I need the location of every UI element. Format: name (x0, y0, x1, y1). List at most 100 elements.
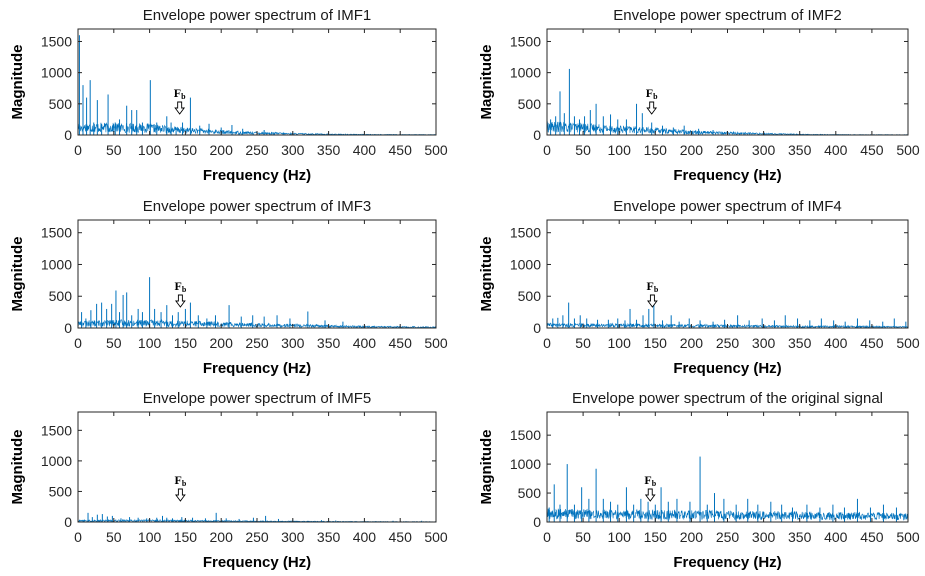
x-tick-label: 500 (424, 142, 448, 158)
x-tick-label: 0 (543, 335, 551, 351)
chart-title: Envelope power spectrum of IMF1 (143, 7, 371, 24)
y-tick-label: 0 (533, 320, 541, 336)
x-tick-label: 300 (281, 142, 305, 158)
panel-5: 0 50 100 150 200 250 300 350 400 450 500 0 500 1000 15… (9, 390, 448, 571)
y-tick-label: 500 (518, 96, 542, 112)
y-tick-label: 1000 (510, 65, 541, 81)
y-tick-label: 1000 (510, 456, 541, 472)
y-tick-label: 0 (64, 320, 72, 336)
x-tick-label: 500 (424, 335, 448, 351)
x-tick-label: 300 (752, 142, 776, 158)
y-tick-label: 1500 (41, 225, 72, 241)
panel-2: 0 50 100 150 200 250 300 350 400 450 500 0 500 1000 15… (478, 7, 920, 184)
x-axis-label: Frequency (Hz) (203, 167, 311, 184)
y-tick-label: 0 (533, 127, 541, 143)
x-axis-label: Frequency (Hz) (673, 167, 781, 184)
panel-3: 0 50 100 150 200 250 300 350 400 450 500 0 500 1000 15… (9, 198, 448, 377)
x-tick-label: 350 (788, 142, 812, 158)
x-tick-label: 0 (74, 142, 82, 158)
plot-area (547, 29, 908, 135)
x-tick-label: 250 (716, 335, 740, 351)
x-tick-label: 200 (210, 335, 234, 351)
x-tick-label: 150 (644, 529, 668, 545)
y-tick-label: 1500 (510, 225, 541, 241)
y-tick-label: 500 (518, 288, 542, 304)
x-tick-label: 150 (644, 142, 668, 158)
x-tick-label: 450 (389, 335, 413, 351)
x-tick-label: 400 (353, 529, 377, 545)
y-tick-label: 1500 (41, 33, 72, 49)
x-tick-label: 100 (138, 335, 162, 351)
y-tick-label: 500 (49, 483, 73, 499)
chart-title: Envelope power spectrum of IMF5 (143, 390, 371, 407)
x-tick-label: 500 (424, 529, 448, 545)
x-tick-label: 50 (575, 142, 591, 158)
x-tick-label: 450 (860, 142, 884, 158)
x-tick-label: 50 (106, 142, 122, 158)
x-tick-label: 50 (575, 529, 591, 545)
x-axis-label: Frequency (Hz) (203, 360, 311, 377)
x-tick-label: 0 (74, 335, 82, 351)
x-tick-label: 400 (824, 529, 848, 545)
y-tick-label: 1500 (510, 427, 541, 443)
x-tick-label: 500 (896, 335, 920, 351)
y-tick-label: 1000 (41, 65, 72, 81)
x-axis-label: Frequency (Hz) (673, 554, 781, 571)
fb-annotation-subscript: b (652, 479, 657, 488)
fb-annotation-subscript: b (654, 285, 659, 294)
x-tick-label: 200 (210, 529, 234, 545)
x-tick-label: 0 (543, 529, 551, 545)
y-axis-label: Magnitude (9, 237, 26, 312)
x-tick-label: 150 (174, 529, 198, 545)
x-tick-label: 100 (138, 142, 162, 158)
x-tick-label: 350 (317, 529, 341, 545)
x-tick-label: 350 (317, 142, 341, 158)
x-tick-label: 450 (389, 142, 413, 158)
x-tick-label: 300 (281, 335, 305, 351)
fb-arrow-icon (644, 488, 656, 502)
fb-arrow-icon (174, 294, 186, 308)
x-tick-label: 100 (138, 529, 162, 545)
x-tick-label: 350 (788, 335, 812, 351)
x-tick-label: 200 (680, 142, 704, 158)
fb-arrow-icon (174, 488, 186, 502)
x-tick-label: 300 (281, 529, 305, 545)
panel-4: 0 50 100 150 200 250 300 350 400 450 500 0 500 1000 15… (478, 198, 920, 377)
y-axis-label: Magnitude (9, 45, 26, 120)
x-tick-label: 50 (106, 529, 122, 545)
x-tick-label: 350 (788, 529, 812, 545)
x-tick-label: 400 (824, 142, 848, 158)
x-tick-label: 200 (210, 142, 234, 158)
x-tick-label: 0 (74, 529, 82, 545)
x-tick-label: 500 (896, 529, 920, 545)
x-tick-label: 150 (644, 335, 668, 351)
x-tick-label: 300 (752, 335, 776, 351)
x-tick-label: 300 (752, 529, 776, 545)
fb-arrow-icon (647, 294, 658, 308)
x-tick-label: 50 (106, 335, 122, 351)
y-tick-label: 0 (533, 514, 541, 530)
y-axis-label: Magnitude (478, 45, 495, 120)
y-tick-label: 1000 (510, 256, 541, 272)
chart-title: Envelope power spectrum of IMF4 (613, 198, 841, 215)
spectrum-line (546, 508, 909, 521)
x-tick-label: 350 (317, 335, 341, 351)
y-tick-label: 500 (49, 96, 73, 112)
x-tick-label: 50 (575, 335, 591, 351)
x-tick-label: 400 (353, 142, 377, 158)
y-axis-label: Magnitude (478, 430, 495, 505)
y-tick-label: 1500 (510, 33, 541, 49)
plot-area (78, 220, 436, 328)
y-tick-label: 1000 (41, 453, 72, 469)
plot-area (78, 412, 436, 522)
y-tick-label: 500 (518, 485, 542, 501)
fb-annotation-subscript: b (182, 479, 187, 488)
fb-annotation-subscript: b (182, 285, 187, 294)
x-tick-label: 450 (860, 529, 884, 545)
x-tick-label: 100 (608, 529, 632, 545)
plot-area (78, 29, 436, 135)
y-tick-label: 0 (64, 127, 72, 143)
y-axis-label: Magnitude (478, 237, 495, 312)
fb-arrow-icon (646, 101, 658, 115)
